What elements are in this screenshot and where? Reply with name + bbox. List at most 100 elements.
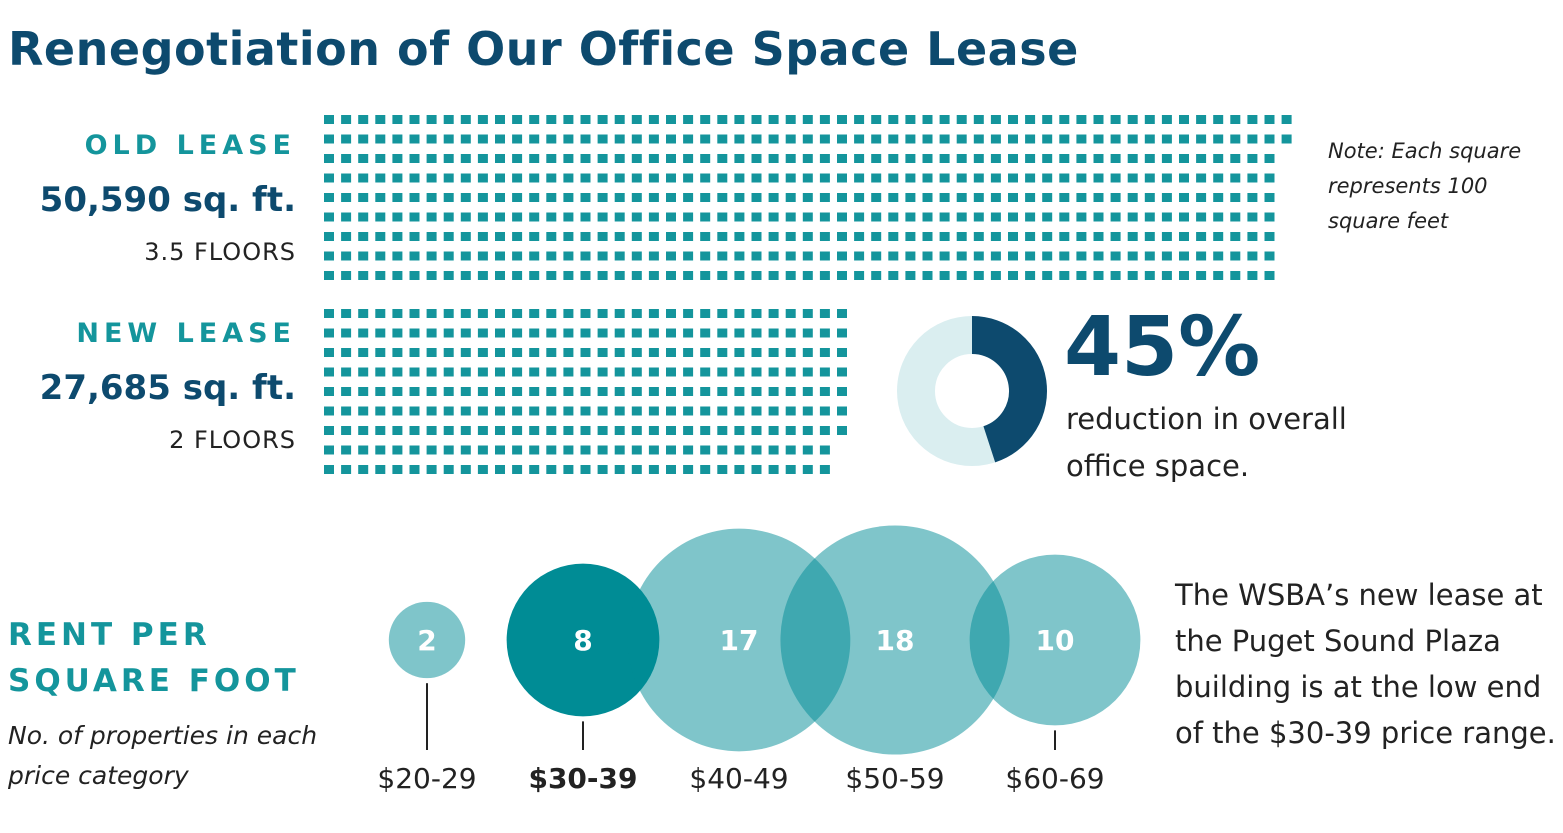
square — [495, 115, 505, 124]
square — [717, 232, 728, 241]
square — [1230, 154, 1241, 163]
square — [409, 328, 420, 338]
square — [324, 367, 334, 377]
square — [631, 193, 642, 202]
bubble-label: 8 — [573, 624, 592, 657]
square — [717, 406, 728, 416]
square — [871, 251, 882, 261]
square — [751, 134, 762, 144]
waffle — [324, 115, 1292, 280]
square — [580, 271, 591, 280]
square — [546, 367, 557, 377]
bubble — [627, 528, 851, 752]
square — [666, 212, 676, 222]
square — [683, 193, 694, 202]
square — [837, 115, 847, 124]
lease-floors: 3.5 FLOORS — [144, 238, 296, 266]
square — [1230, 115, 1241, 124]
square — [683, 348, 694, 357]
square — [443, 115, 454, 124]
square — [802, 426, 813, 435]
square — [683, 309, 694, 318]
square — [477, 367, 488, 377]
square — [1076, 251, 1087, 261]
square — [512, 348, 523, 357]
square — [854, 154, 865, 163]
square — [392, 445, 403, 455]
square — [614, 445, 625, 455]
category-label: $30-39 — [528, 762, 637, 795]
square — [768, 426, 779, 435]
square — [580, 348, 591, 357]
square — [1059, 134, 1070, 144]
square — [1042, 115, 1053, 124]
square — [614, 426, 625, 435]
square — [614, 406, 625, 416]
square — [802, 387, 813, 396]
square — [905, 271, 916, 280]
square — [666, 445, 676, 455]
square — [648, 271, 659, 280]
annotation: The WSBA’s new lease at the Puget Sound … — [1175, 578, 1556, 750]
square — [819, 134, 830, 144]
square — [563, 232, 574, 241]
square — [409, 348, 420, 357]
square — [768, 465, 779, 474]
square — [717, 115, 728, 124]
square — [341, 367, 352, 377]
square — [1196, 115, 1207, 124]
square — [546, 134, 557, 144]
square — [939, 134, 950, 144]
square — [546, 232, 557, 241]
square — [1264, 271, 1275, 280]
square — [477, 406, 488, 416]
square — [375, 271, 386, 280]
square — [700, 212, 711, 222]
square — [1247, 115, 1258, 124]
square — [324, 251, 334, 261]
square — [563, 154, 574, 163]
square — [683, 387, 694, 396]
square — [1213, 115, 1224, 124]
square — [341, 445, 352, 455]
square — [460, 154, 471, 163]
square — [477, 387, 488, 396]
square — [495, 173, 505, 183]
square — [409, 445, 420, 455]
square — [717, 212, 728, 222]
square — [512, 134, 523, 144]
square — [512, 328, 523, 338]
square — [1161, 173, 1172, 183]
square — [973, 271, 984, 280]
square — [460, 348, 471, 357]
square — [888, 115, 899, 124]
square — [1179, 173, 1189, 183]
square — [1076, 115, 1087, 124]
square — [614, 348, 625, 357]
square — [529, 387, 540, 396]
square — [529, 251, 540, 261]
square — [443, 445, 454, 455]
square — [768, 271, 779, 280]
square — [546, 348, 557, 357]
square — [426, 348, 437, 357]
square — [854, 271, 865, 280]
square — [683, 426, 694, 435]
square — [597, 426, 608, 435]
square — [1076, 154, 1087, 163]
square — [666, 115, 676, 124]
square — [990, 212, 1001, 222]
square — [563, 134, 574, 144]
square — [580, 154, 591, 163]
square — [648, 367, 659, 377]
square — [888, 154, 899, 163]
square — [854, 134, 865, 144]
square — [426, 387, 437, 396]
square — [734, 367, 745, 377]
square — [614, 134, 625, 144]
square — [409, 134, 420, 144]
square — [785, 348, 796, 357]
square — [1008, 115, 1018, 124]
square — [597, 154, 608, 163]
square — [1144, 193, 1155, 202]
